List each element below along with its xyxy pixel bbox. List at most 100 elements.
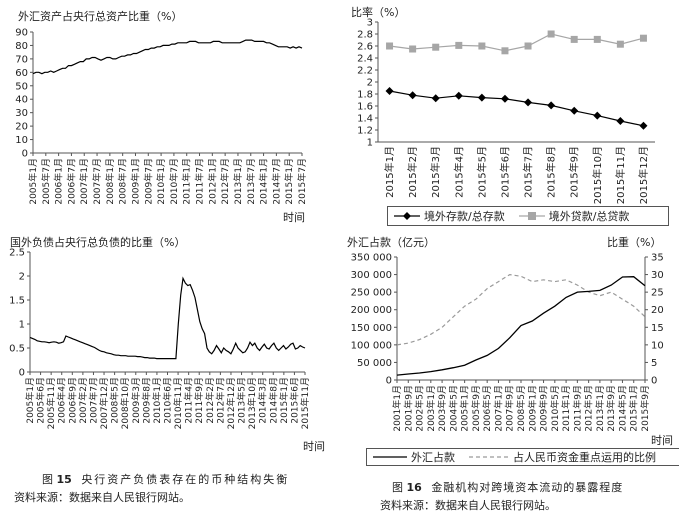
chart-fx-deposits: 外汇占款（亿元） 比重（%） 0 50 000 100 000 150 000 200 … [345,232,679,467]
y-tick-label: 150 000 [351,323,392,334]
x-tick-label: 2012年7月 [214,377,226,424]
dashed-line-icon [469,456,509,458]
data-point-deposit-ratio [616,117,625,125]
y-tick-label: 0 [386,376,392,387]
y-tick-label: 50 [15,81,28,92]
x-tick-label: 2007年12月 [98,377,110,429]
x-tick-label: 2005年7月 [40,158,52,205]
x-tick-label: 2015年9月 [568,146,581,198]
y-tick-label: 0 [19,368,25,379]
y-tick-label: 2 [367,78,373,89]
y-tick-label: 100 000 [351,340,392,351]
chart-canvas: 0 50 000 100 000 150 000 200 000 250 000 300 0… [351,253,664,432]
figure-15-source: 资料来源：数据来自人民银行网站。 [14,491,190,504]
x-tick-label: 2015年2月 [406,146,419,198]
x-tick-label: 2015年1月 [283,158,295,205]
x-tick-label: 2008年1月 [104,158,116,205]
x-tick-label: 2008年7月 [117,158,129,205]
y-tick-label: 80 [15,41,28,52]
x-tick-label: 2011年1月 [560,385,572,432]
y-tick-label: 2 [19,272,25,283]
chart-overseas-ratio: 比率（%） 1 1.2 1.4 1.6 1.8 2 2.2 2.4 2.6 2.8 3 2015年1月… [345,0,679,232]
x-tick-label: 2012年2月 [204,377,216,424]
y-tick-label: 2.6 [357,42,373,53]
data-point-loan-ratio [409,45,417,53]
y-tick-label: 10 [15,135,28,146]
series-line-fx-assets [32,39,303,75]
data-point-loan-ratio [524,42,532,50]
x-tick-label: 2014年5月 [616,385,628,432]
y-tick-label: 5 [651,358,657,369]
x-tick-label: 2007年2月 [77,377,89,424]
data-point-loan-ratio [593,35,601,43]
x-tick-label: 2008年5月 [515,385,527,432]
series-line-loan-ratio [389,33,644,52]
y-tick-label: 10 [651,340,664,351]
data-point-loan-ratio [570,35,578,43]
x-tick-label: 2005年1月 [24,377,36,424]
data-point-deposit-ratio [547,101,556,110]
x-tick-label: 2015年4月 [452,146,465,198]
x-tick-label: 2015年11月 [299,377,311,429]
x-tick-label: 2013年5月 [236,377,248,424]
figure-16-caption: 图 16 金融机构对跨境资本流动的暴露程度 [392,479,623,495]
x-tick-label: 2003年1月 [425,385,437,432]
y-tick-label: 0 [22,149,28,160]
x-tick-label: 2015年1月 [628,385,640,432]
data-point-loan-ratio [639,34,647,42]
y-axis-title-left: 外汇占款（亿元） [347,236,435,249]
y-tick-label: 25 [651,288,664,299]
y-axis-title: 外汇资产占央行总资产比重（%） [18,10,183,23]
x-tick-label: 2010年7月 [168,158,180,205]
y-tick-label: 35 [651,253,664,264]
x-tick-label: 2009年1月 [129,158,141,205]
data-point-deposit-ratio [408,91,417,100]
y-tick-label: 1.6 [357,102,373,113]
figure-15-caption: 图 15 央行资产负债表存在的币种结构失衡 [42,471,289,487]
data-point-deposit-ratio [385,87,394,95]
y-tick-label: 20 [651,305,664,316]
data-point-deposit-ratio [570,106,579,115]
x-axis-title: 时间 [283,211,305,224]
x-tick-label: 2010年5月 [549,385,561,432]
x-tick-label: 2015年9月 [639,385,651,432]
y-tick-label: 1.4 [357,114,373,125]
x-tick-label: 2002年5月 [414,385,426,432]
y-tick-label: 250 000 [351,288,392,299]
x-tick-label: 2008年10月 [119,377,131,429]
y-tick-label: 2.2 [357,66,373,77]
x-tick-label: 2009年1月 [526,385,538,432]
legend-label: 境外贷款/总贷款 [548,210,630,223]
x-tick-label: 2007年7月 [91,158,103,205]
x-tick-label: 2011年9月 [193,377,205,424]
legend-item-deposit: 境外存款/总存款 [394,208,505,224]
x-tick-label: 2012年12月 [225,377,237,429]
caption-number: 16 [406,481,422,494]
series-line-foreign-liabilities [29,276,306,360]
square-marker-icon [518,212,545,220]
x-tick-label: 2006年1月 [53,158,65,205]
data-point-deposit-ratio [454,91,463,100]
x-tick-label: 2015年1月 [383,146,396,198]
x-tick-label: 2010年6月 [162,377,174,424]
x-tick-label: 2014年8月 [267,377,279,424]
data-point-deposit-ratio [477,93,486,102]
y-tick-label: 90 [15,28,28,39]
legend-item-fx: 外汇占款 [373,449,455,465]
legend-label: 占人民币资金重点运用的比例 [513,451,656,464]
series-line-deposit-ratio [389,90,644,127]
y-tick-label: 40 [15,95,28,106]
x-tick-label: 2015年3月 [429,146,442,198]
x-tick-label: 2006年9月 [66,377,78,424]
y-tick-label: 350 000 [351,253,392,264]
x-tick-label: 2013年1月 [594,385,606,432]
legend-label: 外汇占款 [411,451,455,464]
y-tick-label: 200 000 [351,305,392,316]
y-tick-label: 2.4 [357,54,373,65]
x-tick-label: 2001年9月 [402,385,414,432]
y-tick-label: 0.5 [9,344,25,355]
x-tick-label: 2001年1月 [391,385,403,432]
x-tick-label: 2005年1月 [459,385,471,432]
chart-canvas: 11.21.41.61.822.22.42.62.83 2015年1月 2015年2… [357,18,655,204]
y-axis-title: 比率（%） [351,6,406,19]
